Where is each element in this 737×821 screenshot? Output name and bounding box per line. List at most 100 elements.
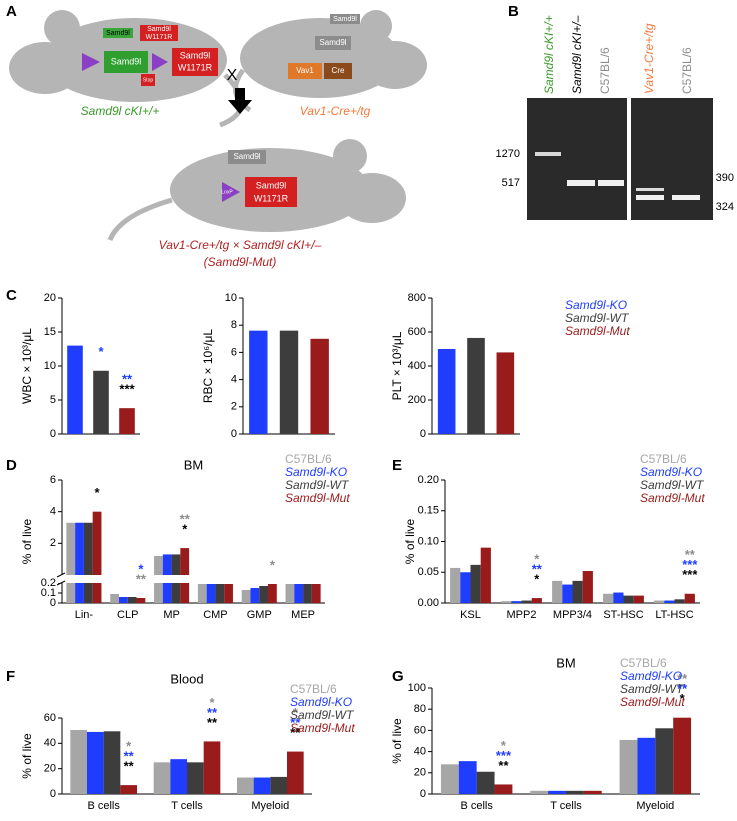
gene-label: Samd9l [233, 152, 260, 161]
y-tick-label: 100 [408, 682, 426, 694]
vav1-label: Vav1 [296, 66, 314, 75]
bar [83, 522, 93, 603]
bar [287, 751, 304, 794]
bar [633, 595, 644, 603]
significance: * [293, 705, 299, 720]
legend-entry: C57BL/6 [640, 452, 687, 466]
bar [170, 759, 187, 794]
bar [623, 595, 634, 603]
gel-band [636, 195, 664, 200]
y-tick-label: 0 [420, 428, 426, 440]
y-tick-label: 0 [231, 428, 237, 440]
bar [511, 601, 522, 603]
bar [215, 584, 225, 603]
x-tick-label: KSL [460, 609, 481, 621]
legend-entry: C57BL/6 [290, 682, 337, 696]
bar [203, 741, 221, 794]
bar [450, 567, 461, 603]
break-mark [56, 572, 66, 578]
bar [187, 762, 204, 794]
x-tick-label: B cells [87, 800, 120, 812]
bar [582, 571, 593, 603]
chart-title: Blood [170, 671, 203, 686]
axis-break [56, 575, 327, 583]
bar [70, 730, 87, 794]
bar [66, 522, 76, 603]
mouse-head [363, 41, 427, 89]
bar [268, 584, 277, 603]
y-tick-label: 0.10 [418, 535, 439, 547]
legend-entry: Samd9l-Mut [565, 324, 630, 338]
gene-box [104, 51, 148, 73]
bar [476, 771, 495, 794]
bar [92, 511, 102, 603]
gene-box [228, 150, 266, 164]
significance: *** [496, 748, 512, 763]
bar [110, 594, 119, 603]
x-tick-label: GMP [247, 609, 272, 621]
offspring: Vav1-Cre+/tg × Samd9l cKI+/– [159, 238, 322, 252]
x-tick-label: MPP3/4 [553, 609, 592, 621]
bar [118, 597, 128, 603]
legend-entry: Samd9l-WT [620, 682, 685, 696]
significance: ** [290, 725, 301, 740]
gene-label: Samd9l [106, 30, 130, 37]
significance: ** [685, 547, 696, 562]
marker-label: 1270 [496, 148, 520, 160]
y-tick-label: 0 [50, 428, 56, 440]
mouse-cre [233, 10, 427, 113]
bar [548, 790, 566, 794]
significance: ** [532, 562, 543, 577]
gene-box [315, 36, 351, 50]
significance: ** [498, 758, 509, 773]
y-tick-label: 0.1 [41, 587, 56, 599]
gene-label: Samd9l [180, 50, 211, 60]
significance: * [270, 557, 276, 572]
significance: * [138, 561, 144, 576]
bar [673, 717, 692, 794]
bar [480, 547, 491, 603]
offspring-name: (Samd9l-Mut) [204, 255, 277, 269]
loxp [222, 182, 240, 202]
y-tick-label: 0.15 [418, 505, 439, 517]
x-tick-label: B cells [460, 800, 493, 812]
y-tick-label: 15 [44, 326, 56, 338]
bar [153, 762, 171, 794]
significance: *** [682, 557, 698, 572]
lane-label: Vav1-Cre+/tg [642, 23, 656, 94]
significance: ** [124, 759, 135, 774]
y-tick-label: 10 [225, 292, 237, 304]
bar [501, 601, 512, 603]
gene-label: Samd9l [147, 26, 171, 33]
bar [250, 588, 260, 603]
significance: * [680, 691, 686, 706]
x-tick-label: MP [163, 609, 180, 621]
gel-band [672, 195, 700, 200]
panel-letter: F [6, 668, 15, 685]
bar [496, 352, 515, 434]
significance: * [534, 572, 540, 587]
y-tick-label: 6 [231, 346, 237, 358]
bar [224, 584, 233, 603]
bar [684, 593, 695, 603]
legend-entry: Samd9l-WT [640, 478, 705, 492]
significance: * [98, 344, 104, 359]
y-tick-label: 20 [44, 292, 56, 304]
gene-label: W1171R [178, 62, 213, 72]
loxp-label: LoxP [221, 189, 233, 195]
y-tick-label: 0.2 [41, 577, 56, 589]
chart-title: BM [556, 655, 576, 670]
bar [583, 790, 602, 794]
y-tick-label: 8 [231, 319, 237, 331]
y-tick-label: 0 [50, 597, 56, 609]
y-tick-label: 20 [414, 767, 426, 779]
panel-letter: E [392, 457, 402, 474]
y-tick-label: 0.00 [418, 597, 439, 609]
arrow [228, 88, 252, 114]
bar [206, 584, 216, 603]
mouse-body [240, 18, 400, 98]
bar [285, 584, 295, 603]
y-axis-label: % of live [390, 718, 404, 764]
panel-letter: A [6, 3, 17, 20]
bar [562, 584, 573, 603]
